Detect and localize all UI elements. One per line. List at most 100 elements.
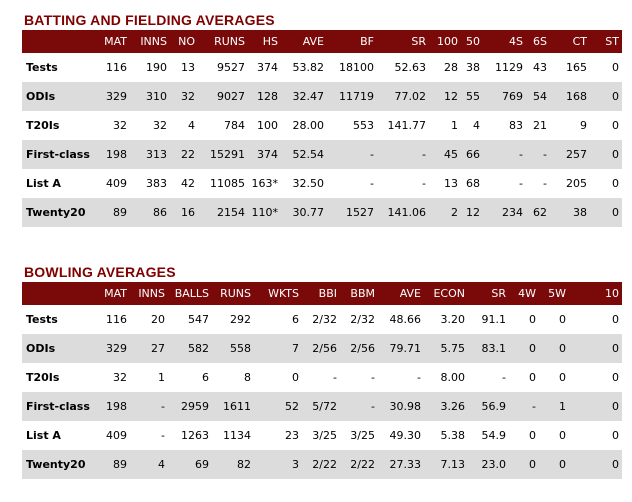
- table-cell: 3.26: [440, 400, 466, 413]
- table-cell: -: [532, 400, 536, 413]
- table-cell: 82: [237, 458, 251, 471]
- table-cell: 83.1: [481, 342, 507, 355]
- table-cell: 32.50: [292, 177, 325, 190]
- table-cell: 409: [106, 429, 127, 442]
- table-row: T20Is 32 1 6 8 0- - -8.00-0 0 0: [22, 363, 622, 392]
- table-row: Tests 116 20 547 292 6 2/32 2/32 48.66 3.20 91.1 0 0…: [22, 305, 622, 334]
- row-label: Tests: [26, 313, 58, 326]
- table-cell: 2: [451, 206, 458, 219]
- table-cell: 128: [257, 90, 278, 103]
- table-cell: 27.33: [389, 458, 422, 471]
- row-label: Twenty20: [26, 206, 86, 219]
- table-cell: 32: [181, 90, 195, 103]
- column-header: 50: [466, 35, 480, 48]
- row-label: T20Is: [26, 119, 60, 132]
- table-cell: -: [371, 400, 375, 413]
- row-label: List A: [26, 429, 61, 442]
- table-cell: 2/56: [350, 342, 375, 355]
- table-cell: 1129: [495, 61, 523, 74]
- table-cell: 1527: [346, 206, 374, 219]
- column-header: AVE: [399, 287, 421, 300]
- column-header: MAT: [104, 287, 127, 300]
- table-cell: 13: [444, 177, 458, 190]
- table-cell: 4: [158, 458, 165, 471]
- column-header: ST: [605, 35, 619, 48]
- table-cell: -: [519, 148, 523, 161]
- table-cell: 3/25: [312, 429, 337, 442]
- table-cell: -: [161, 400, 165, 413]
- column-header: 4W: [518, 287, 536, 300]
- table-header-row: MAT INNS BALLS RUNS WKTS BBI BBM AVE ECON SR 4W 5W 1…: [22, 282, 622, 305]
- table-cell: 9: [580, 119, 587, 132]
- table-cell: 0: [559, 458, 566, 471]
- column-header: SR: [491, 287, 506, 300]
- table-cell: 62: [533, 206, 547, 219]
- table-cell: 7.13: [440, 458, 466, 471]
- table-cell: 582: [188, 342, 209, 355]
- table-cell: 292: [230, 313, 251, 326]
- table-cell: 1263: [181, 429, 209, 442]
- table-cell: 8.00: [440, 371, 466, 384]
- table-cell: 28.00: [292, 119, 325, 132]
- table-cell: 28: [444, 61, 458, 74]
- table-cell: 374: [257, 61, 278, 74]
- row-label: First-class: [26, 400, 90, 413]
- row-label: Tests: [26, 61, 58, 74]
- table-cell: 0: [529, 429, 536, 442]
- table-row: ODIs 329 27 582 558 7 2/56 2/56 79.71 5.75 83.1 0 0 0: [22, 334, 622, 363]
- table-cell: 0: [612, 429, 619, 442]
- column-header: AVE: [302, 35, 324, 48]
- table-cell: 23: [285, 429, 299, 442]
- table-cell: 116: [106, 313, 127, 326]
- table-cell: 2959: [181, 400, 209, 413]
- table-cell: 2/32: [350, 313, 375, 326]
- table-cell: 163*: [251, 177, 279, 190]
- table-cell: 2/32: [312, 313, 337, 326]
- bowling-title: BOWLING AVERAGES: [24, 264, 176, 280]
- table-cell: 42: [181, 177, 195, 190]
- column-header: BBI: [318, 287, 337, 300]
- table-cell: 68: [466, 177, 480, 190]
- table-cell: -: [371, 371, 375, 384]
- table-cell: 141.06: [387, 206, 427, 219]
- table-cell: 0: [612, 342, 619, 355]
- column-header: BALLS: [174, 287, 209, 300]
- table-cell: 0: [612, 90, 619, 103]
- table-cell: 329: [106, 90, 127, 103]
- column-header: WKTS: [268, 287, 299, 300]
- table-cell: 0: [612, 458, 619, 471]
- table-header-row: MAT INNS NO RUNS HS AVE BF SR 100 50 4S 6S CT ST: [22, 30, 622, 53]
- table-cell: 0: [612, 119, 619, 132]
- table-cell: -: [422, 148, 426, 161]
- table-cell: -: [543, 177, 547, 190]
- column-header: 5W: [548, 287, 566, 300]
- table-row: T20Is 32 32 4 784 100 28.00 553 141.77 1 4 83 21 9 0: [22, 111, 622, 140]
- table-cell: 0: [612, 148, 619, 161]
- table-cell: 52.54: [292, 148, 325, 161]
- table-cell: 0: [612, 371, 619, 384]
- table-cell: 1: [158, 371, 165, 384]
- table-cell: 1: [451, 119, 458, 132]
- table-cell: 0: [292, 371, 299, 384]
- table-cell: 0: [559, 313, 566, 326]
- table-cell: 48.66: [389, 313, 422, 326]
- row-label: First-class: [26, 148, 90, 161]
- column-header: CT: [572, 35, 587, 48]
- table-row: ODIs 329 310 32 9027 128 32.47 11719 77.02 12 55 76…: [22, 82, 622, 111]
- table-cell: 313: [146, 148, 167, 161]
- table-cell: 0: [612, 61, 619, 74]
- table-cell: 3/25: [350, 429, 375, 442]
- table-cell: 86: [153, 206, 167, 219]
- table-cell: 18100: [339, 61, 374, 74]
- table-cell: 0: [529, 458, 536, 471]
- table-cell: 5/72: [312, 400, 337, 413]
- table-row: Tests 116 190 13 9527 374 53.82 18100 52.63 28 38 1…: [22, 53, 622, 82]
- table-cell: 43: [533, 61, 547, 74]
- table-cell: -: [370, 177, 374, 190]
- table-cell: 54.9: [481, 429, 507, 442]
- table-cell: 9027: [217, 90, 245, 103]
- table-cell: 1134: [223, 429, 251, 442]
- table-cell: 52.63: [394, 61, 427, 74]
- table-cell: 374: [257, 148, 278, 161]
- column-header: SR: [411, 35, 426, 48]
